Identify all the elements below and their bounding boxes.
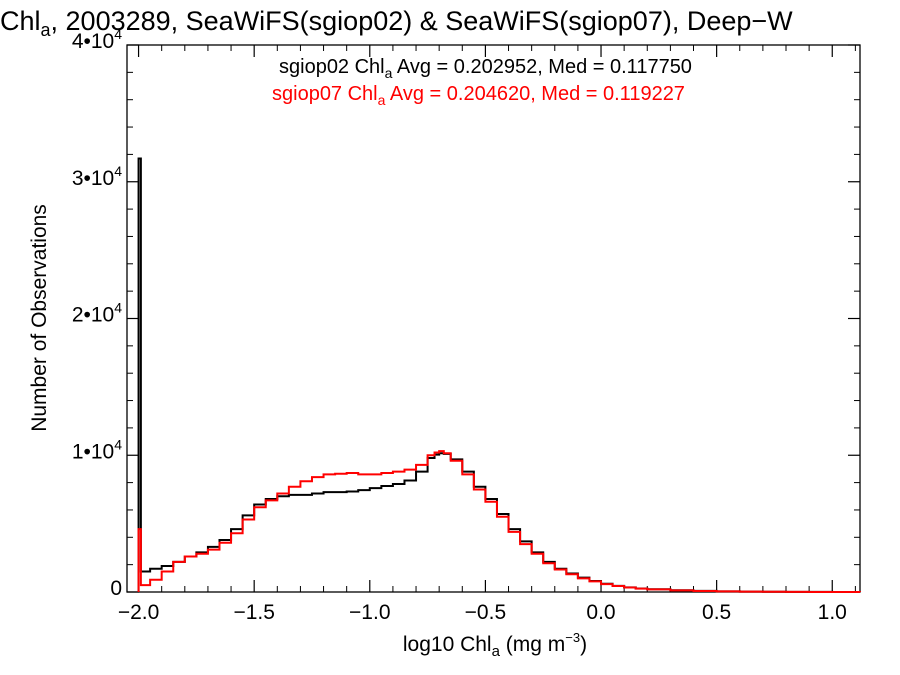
- legend: sgiop02 Chla Avg = 0.202952, Med = 0.117…: [272, 56, 692, 108]
- x-axis-label-sub: a: [492, 643, 501, 660]
- y-tick-label: 2•104: [72, 300, 122, 327]
- y-tick-label-exp: 4: [114, 26, 122, 42]
- x-tick-label: −1.0: [349, 601, 390, 624]
- series-line-sgiop02: [137, 157, 861, 593]
- y-tick-label-exp: 4: [114, 300, 122, 316]
- series-line-sgiop07: [137, 450, 861, 593]
- x-tick-label: 1.0: [818, 601, 847, 624]
- chart-title: Chla, 2003289, SeaWiFS(sgiop02) & SeaWiF…: [0, 6, 793, 40]
- x-axis-label-pre: log10 Chl: [403, 633, 492, 656]
- y-axis-label: Number of Observations: [28, 204, 51, 432]
- y-tick-label: 1•104: [72, 436, 122, 463]
- plot-frame: [126, 44, 861, 593]
- y-tick-label: 3•104: [72, 163, 122, 190]
- legend-sgiop02: sgiop02 Chla Avg = 0.202952, Med = 0.117…: [279, 56, 692, 81]
- axis-ticks: [127, 44, 860, 593]
- legend-sgiop07: sgiop07 Chla Avg = 0.204620, Med = 0.119…: [272, 83, 685, 108]
- x-tick-labels: −2.0 −1.5 −1.0 −0.5 0.0 0.5 1.0: [118, 601, 847, 624]
- chart-title-sub: a: [41, 20, 52, 40]
- y-tick-label-base: 2•10: [72, 304, 114, 327]
- chart-title-post: , 2003289, SeaWiFS(sgiop02) & SeaWiFS(sg…: [51, 6, 794, 36]
- y-tick-label-base: 1•10: [72, 440, 114, 463]
- x-axis-label-mid: (mg m: [500, 633, 565, 656]
- x-axis-label-sup: −3: [565, 630, 580, 645]
- legend-sgiop07-pre: sgiop07 Chl: [272, 83, 378, 105]
- legend-sgiop02-post: Avg = 0.202952, Med = 0.117750: [392, 56, 692, 78]
- x-tick-label: 0.0: [586, 601, 615, 624]
- series-group: [137, 157, 861, 593]
- y-tick-label-base: 3•10: [72, 167, 114, 190]
- x-axis-label-post: ): [580, 633, 587, 656]
- y-tick-label-base: 0: [110, 577, 122, 600]
- chart-title-pre: Chl: [0, 6, 41, 36]
- y-tick-label: 0: [110, 577, 122, 600]
- y-tick-label-exp: 4: [114, 436, 122, 452]
- y-tick-label: 4•104: [72, 26, 122, 53]
- legend-sgiop07-sub: a: [378, 92, 386, 108]
- y-tick-label-base: 4•10: [72, 30, 114, 53]
- y-tick-label-exp: 4: [114, 163, 122, 179]
- x-tick-label: −2.0: [118, 601, 159, 624]
- x-axis-label: log10 Chla (mg m−3): [403, 630, 587, 660]
- legend-sgiop02-sub: a: [385, 65, 393, 81]
- legend-sgiop02-pre: sgiop02 Chl: [279, 56, 385, 78]
- x-tick-label: −1.5: [233, 601, 274, 624]
- x-tick-label: −0.5: [465, 601, 506, 624]
- legend-sgiop07-post: Avg = 0.204620, Med = 0.119227: [385, 83, 685, 105]
- x-tick-label: 0.5: [702, 601, 731, 624]
